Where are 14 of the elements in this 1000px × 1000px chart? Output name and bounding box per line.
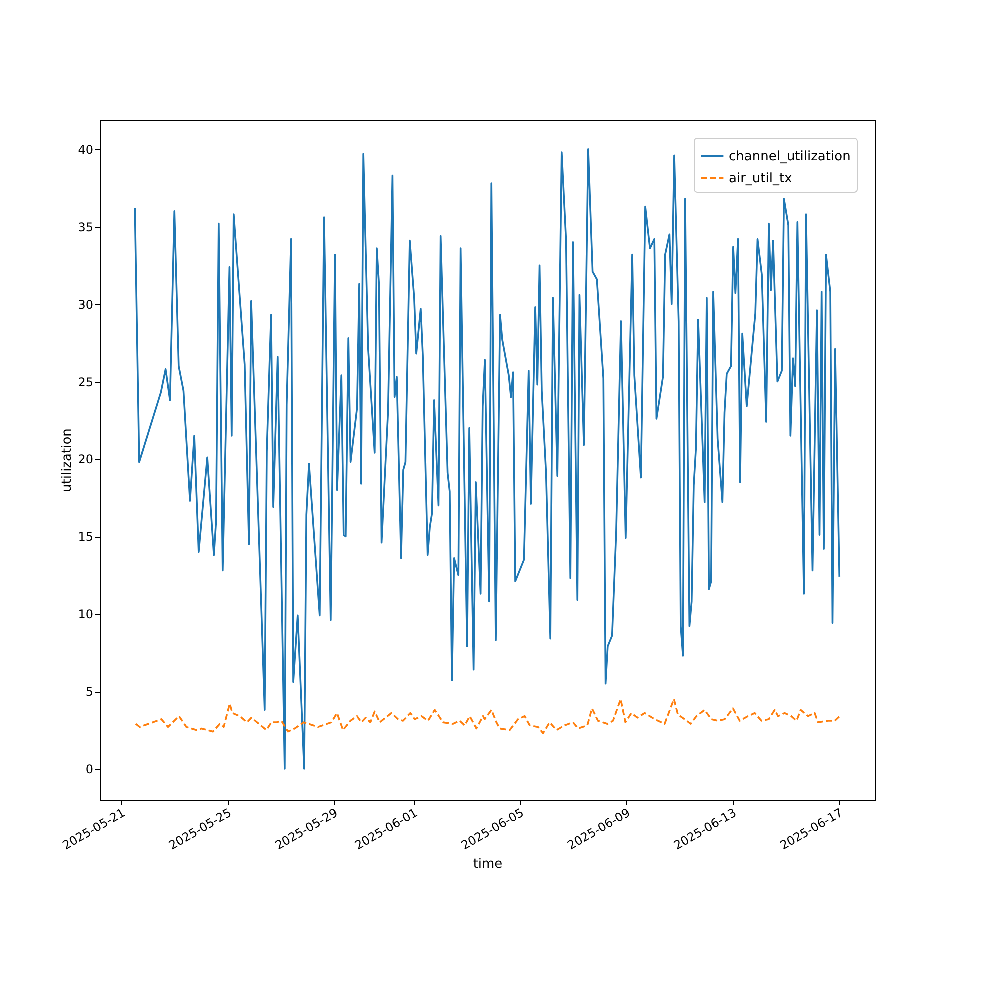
- legend-label: channel_utilization: [729, 150, 851, 164]
- y-tick-label: 35: [78, 220, 94, 234]
- line-series: [135, 698, 841, 734]
- y-tick-label: 40: [78, 142, 94, 157]
- y-tick-label: 20: [78, 452, 94, 467]
- x-axis-title: time: [473, 856, 503, 872]
- y-tick-label: 30: [78, 298, 94, 312]
- y-axis-title: utilization: [60, 428, 76, 492]
- y-tick-label: 5: [86, 685, 94, 700]
- y-tick-label: 25: [78, 375, 94, 390]
- legend-label: air_util_tx: [729, 172, 793, 186]
- y-tick-label: 0: [86, 762, 94, 777]
- y-tick-label: 10: [78, 608, 94, 622]
- y-tick-label: 15: [78, 530, 94, 544]
